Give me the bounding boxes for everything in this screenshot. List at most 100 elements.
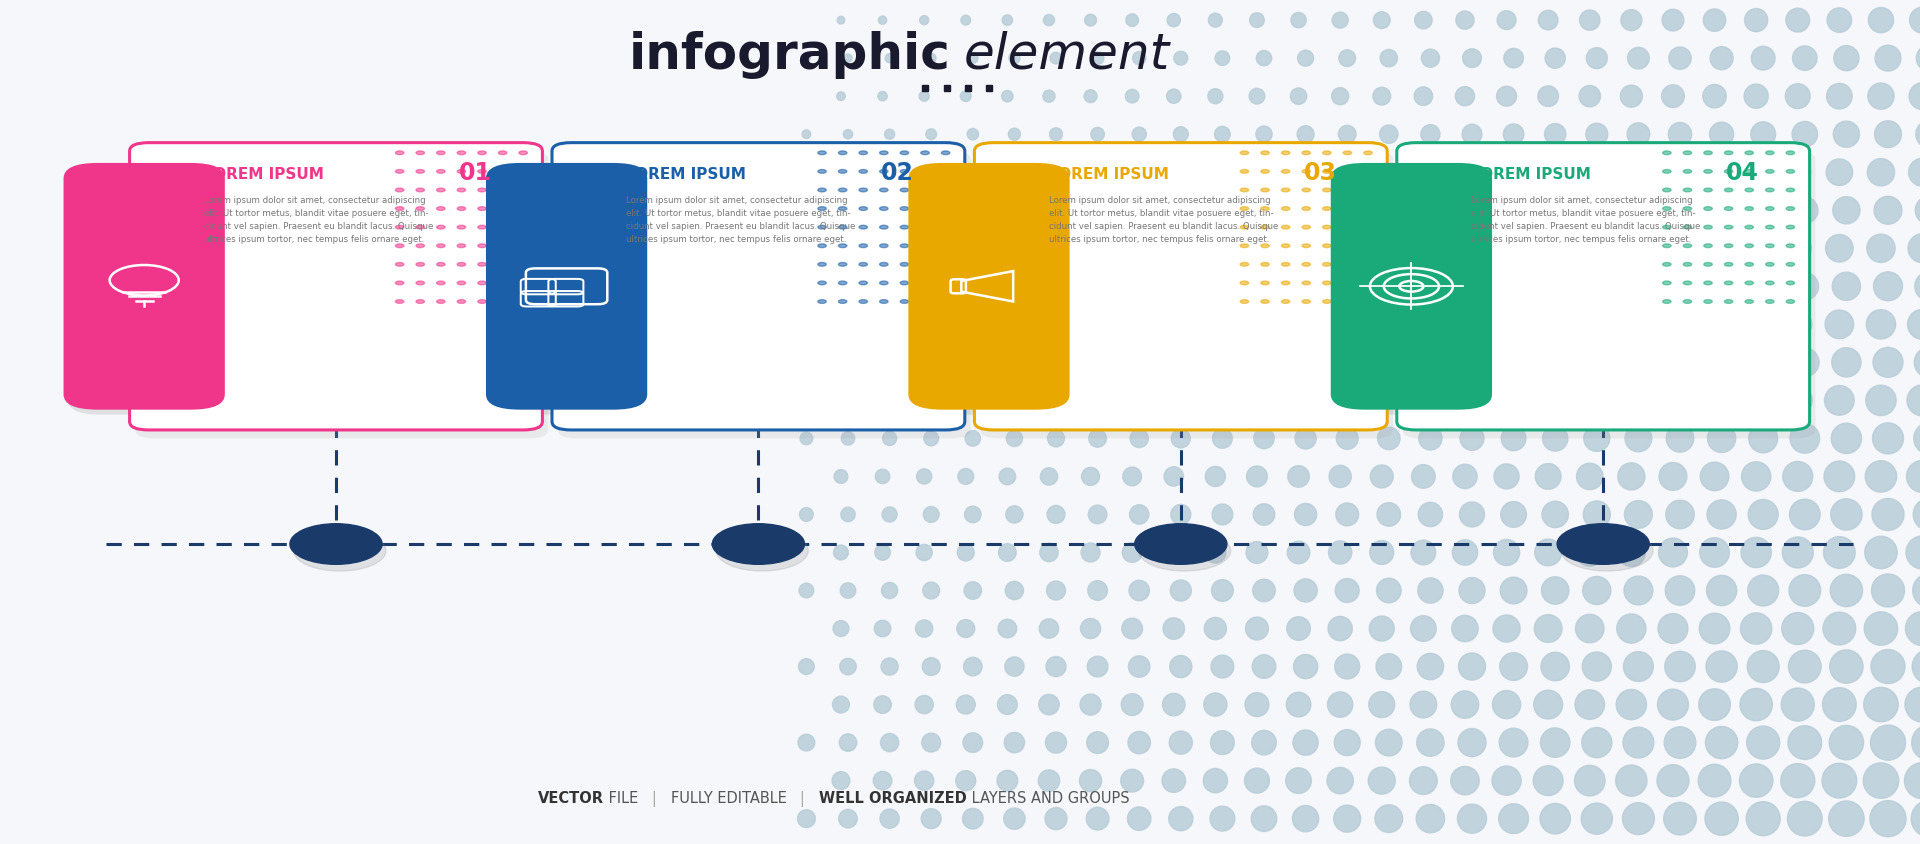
Circle shape: [396, 282, 403, 285]
Ellipse shape: [1576, 539, 1603, 566]
Ellipse shape: [960, 167, 972, 179]
Circle shape: [1724, 263, 1734, 267]
Ellipse shape: [883, 281, 895, 293]
Circle shape: [518, 263, 528, 267]
Ellipse shape: [1905, 612, 1920, 646]
Circle shape: [1363, 189, 1373, 192]
Ellipse shape: [1536, 388, 1561, 414]
Ellipse shape: [1864, 688, 1899, 722]
Circle shape: [1281, 263, 1290, 267]
Ellipse shape: [1864, 461, 1897, 493]
Circle shape: [900, 152, 908, 155]
Circle shape: [1766, 282, 1774, 285]
Circle shape: [1363, 208, 1373, 211]
Circle shape: [941, 208, 950, 211]
Ellipse shape: [966, 431, 981, 446]
Ellipse shape: [1046, 582, 1066, 600]
Ellipse shape: [799, 508, 814, 522]
Circle shape: [290, 524, 382, 565]
Ellipse shape: [1822, 688, 1857, 722]
Ellipse shape: [1081, 619, 1100, 639]
Circle shape: [1766, 263, 1774, 267]
Ellipse shape: [1780, 764, 1814, 798]
Ellipse shape: [1905, 763, 1920, 798]
Ellipse shape: [1252, 806, 1277, 831]
Ellipse shape: [1500, 803, 1528, 834]
Ellipse shape: [968, 54, 977, 64]
Ellipse shape: [1536, 313, 1561, 337]
Circle shape: [900, 245, 908, 248]
Ellipse shape: [998, 544, 1016, 561]
FancyBboxPatch shape: [553, 143, 964, 430]
Ellipse shape: [1747, 651, 1780, 683]
Circle shape: [478, 170, 486, 174]
Ellipse shape: [1046, 506, 1066, 524]
Ellipse shape: [1624, 576, 1653, 605]
Circle shape: [922, 152, 929, 155]
Ellipse shape: [1500, 653, 1528, 680]
Ellipse shape: [881, 582, 899, 599]
Ellipse shape: [1824, 537, 1855, 569]
Ellipse shape: [1461, 201, 1482, 221]
Ellipse shape: [966, 205, 979, 217]
Ellipse shape: [1659, 614, 1688, 644]
Ellipse shape: [1870, 725, 1905, 760]
Ellipse shape: [1204, 618, 1227, 640]
Ellipse shape: [1709, 349, 1736, 376]
Ellipse shape: [1167, 90, 1181, 104]
Circle shape: [1703, 170, 1713, 174]
Ellipse shape: [1254, 429, 1275, 449]
Ellipse shape: [1870, 650, 1905, 684]
Ellipse shape: [1540, 728, 1571, 757]
Ellipse shape: [1332, 13, 1348, 30]
Ellipse shape: [1173, 52, 1188, 66]
Ellipse shape: [835, 244, 847, 254]
Circle shape: [499, 245, 507, 248]
Circle shape: [1703, 189, 1713, 192]
Circle shape: [478, 226, 486, 230]
Ellipse shape: [1334, 805, 1361, 832]
Circle shape: [1703, 152, 1713, 155]
Circle shape: [436, 208, 445, 211]
Ellipse shape: [1165, 392, 1183, 410]
Ellipse shape: [1751, 47, 1776, 71]
Ellipse shape: [1503, 49, 1523, 69]
Circle shape: [1786, 300, 1795, 304]
Ellipse shape: [1907, 386, 1920, 416]
Circle shape: [879, 208, 889, 211]
Text: |: |: [637, 790, 670, 805]
Ellipse shape: [1213, 203, 1231, 219]
Ellipse shape: [1830, 726, 1864, 760]
Ellipse shape: [877, 92, 887, 102]
Ellipse shape: [1129, 581, 1150, 601]
Circle shape: [900, 189, 908, 192]
Ellipse shape: [1743, 235, 1768, 262]
Circle shape: [879, 263, 889, 267]
Ellipse shape: [1828, 8, 1851, 34]
Ellipse shape: [1620, 86, 1642, 108]
Ellipse shape: [1542, 501, 1569, 528]
Circle shape: [1724, 170, 1734, 174]
Ellipse shape: [1415, 13, 1432, 30]
FancyBboxPatch shape: [979, 152, 1392, 439]
Ellipse shape: [1914, 348, 1920, 378]
Ellipse shape: [920, 92, 929, 102]
Ellipse shape: [924, 582, 939, 599]
Ellipse shape: [958, 318, 973, 332]
Ellipse shape: [958, 393, 973, 408]
Ellipse shape: [1457, 728, 1486, 757]
Ellipse shape: [1375, 805, 1404, 832]
Ellipse shape: [1169, 731, 1192, 755]
Ellipse shape: [960, 92, 972, 102]
Ellipse shape: [1041, 392, 1058, 409]
Circle shape: [1302, 189, 1311, 192]
Circle shape: [858, 170, 868, 174]
Ellipse shape: [1657, 690, 1688, 720]
Circle shape: [1344, 245, 1352, 248]
Ellipse shape: [1582, 652, 1611, 681]
Circle shape: [294, 531, 386, 571]
Ellipse shape: [1540, 803, 1571, 834]
Ellipse shape: [1256, 203, 1273, 219]
Ellipse shape: [1294, 504, 1317, 526]
Circle shape: [1344, 263, 1352, 267]
